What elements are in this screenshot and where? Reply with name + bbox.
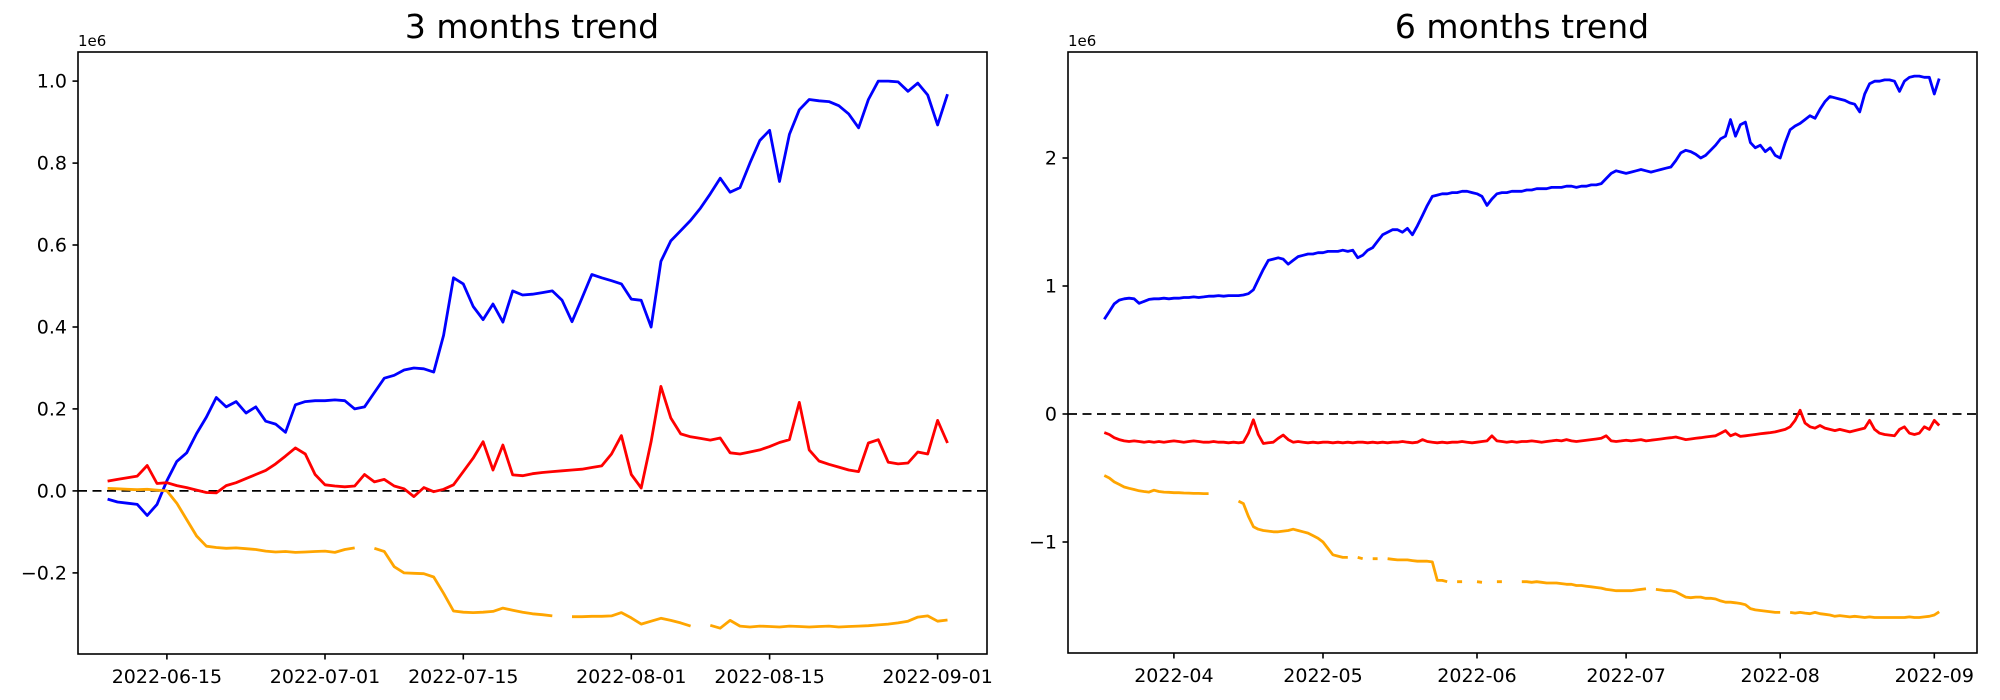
blue-series-line: [107, 79, 949, 517]
x-tick-label: 2022-07-01: [270, 666, 380, 688]
blue-series-line: [1103, 74, 1941, 321]
y-tick-label: 1.0: [37, 71, 67, 93]
x-tick-label: 2022-07-15: [408, 666, 518, 688]
y-tick-label: 0.2: [37, 398, 67, 420]
y-tick-label: 0.8: [37, 153, 67, 175]
x-tick-label: 2022-08-15: [714, 666, 824, 688]
orange-series-line: [107, 487, 948, 630]
right-y-axis-offset-label: 1e6: [1068, 32, 1096, 50]
y-tick-label: 0: [1045, 404, 1057, 426]
y-tick-label: 1: [1045, 276, 1057, 298]
x-tick-label: 2022-09-01: [882, 666, 992, 688]
y-tick-label: 0.0: [37, 480, 67, 502]
x-tick-label: 2022-04: [1134, 665, 1213, 687]
right-chart-title: 6 months trend: [1395, 7, 1649, 46]
x-tick-label: 2022-06: [1437, 665, 1516, 687]
x-tick-label: 2022-09: [1895, 665, 1974, 687]
x-tick-label: 2022-08-01: [576, 666, 686, 688]
x-tick-label: 2022-05: [1283, 665, 1362, 687]
y-tick-label: 0.6: [37, 235, 67, 257]
red-series-line: [107, 385, 949, 498]
x-tick-label: 2022-06-15: [112, 666, 222, 688]
x-tick-label: 2022-08: [1741, 665, 1820, 687]
x-tick-label: 2022-07: [1586, 665, 1665, 687]
left-chart-title: 3 months trend: [405, 7, 659, 46]
plot-border: [1067, 51, 1978, 654]
orange-series-line: [1103, 474, 1940, 619]
red-series-line: [1103, 408, 1941, 445]
plot-border: [77, 51, 988, 655]
y-tick-label: 2: [1045, 148, 1057, 170]
y-tick-label: −0.2: [21, 562, 67, 584]
left-y-axis-offset-label: 1e6: [78, 32, 106, 50]
y-tick-label: −1: [1029, 532, 1057, 554]
y-tick-label: 0.4: [37, 317, 67, 339]
generated-chart-layers: 2022-06-15 2022-07-01 2022-07-15 2022-08-01…: [21, 51, 1978, 688]
